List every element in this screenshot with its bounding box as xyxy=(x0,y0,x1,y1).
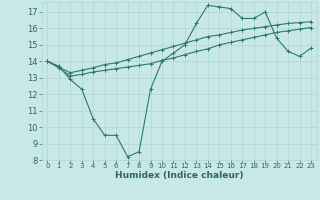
X-axis label: Humidex (Indice chaleur): Humidex (Indice chaleur) xyxy=(115,171,244,180)
